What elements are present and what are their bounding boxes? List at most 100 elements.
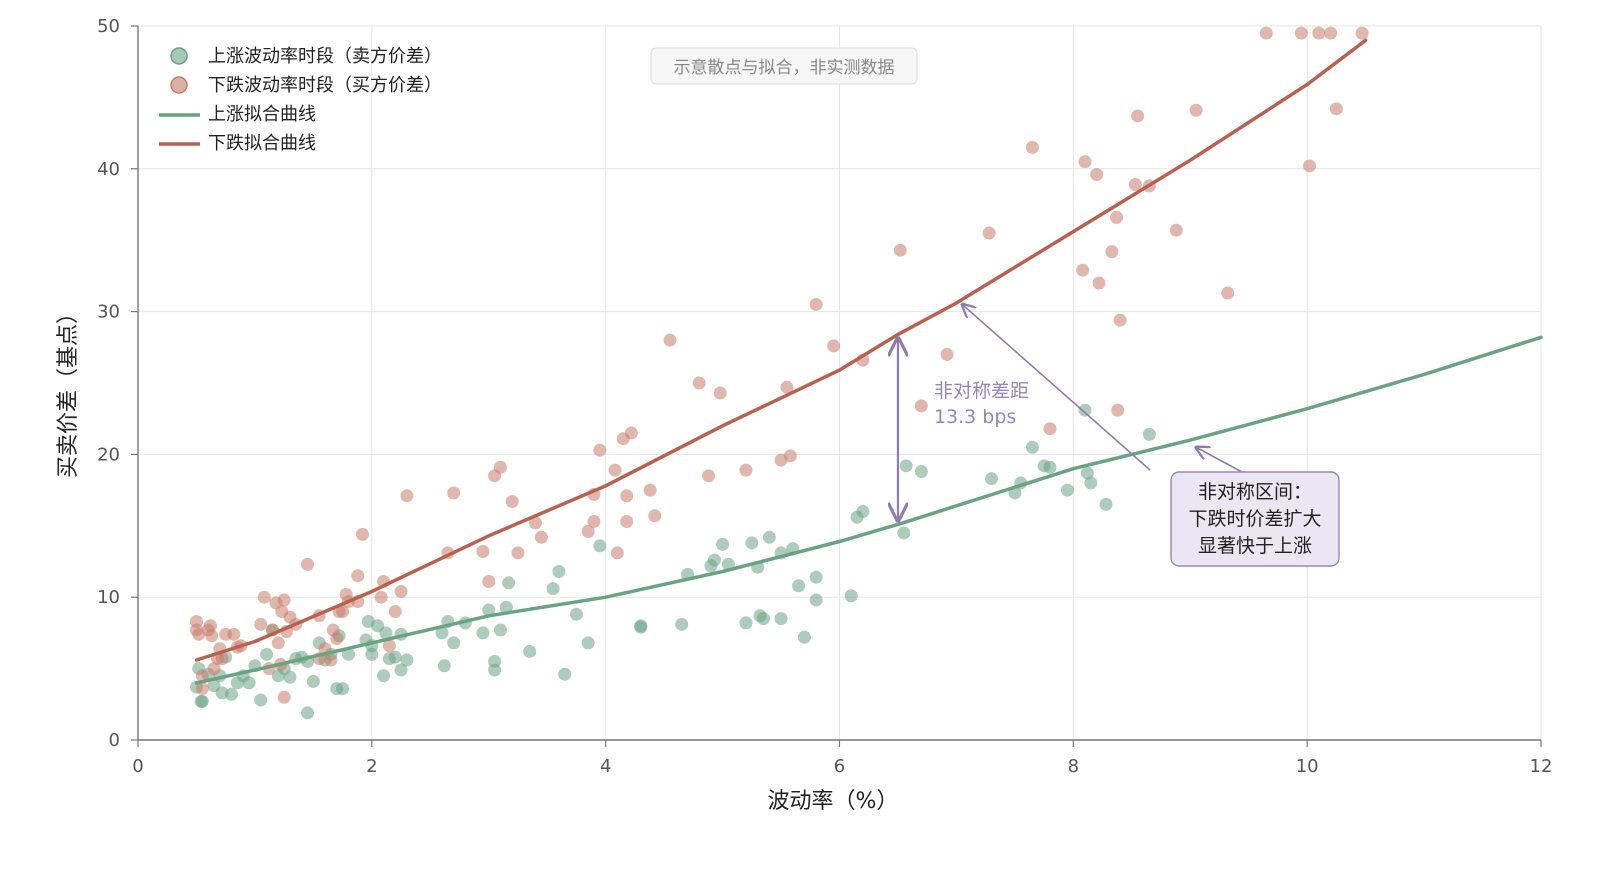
down-point xyxy=(476,545,490,559)
gap-label: 非对称差距 xyxy=(934,380,1029,402)
up-point xyxy=(1084,476,1098,490)
down-point xyxy=(493,460,507,474)
down-point xyxy=(593,443,607,457)
down-point xyxy=(1043,422,1057,436)
up-point xyxy=(195,694,209,708)
down-point xyxy=(330,632,344,646)
down-point xyxy=(388,604,402,618)
up-point xyxy=(809,570,823,584)
up-point xyxy=(739,616,753,630)
y-tick-label: 40 xyxy=(97,159,120,180)
up-point xyxy=(1078,403,1092,417)
down-point xyxy=(1312,26,1326,40)
note-box: 示意散点与拟合，非实测数据 xyxy=(650,47,918,85)
down-point xyxy=(610,546,624,560)
up-point xyxy=(897,526,911,540)
up-point xyxy=(260,647,274,661)
up-point xyxy=(283,670,297,684)
down-point xyxy=(511,546,525,560)
up-point xyxy=(762,530,776,544)
down-point xyxy=(207,662,221,676)
down-point xyxy=(643,483,657,497)
down-point xyxy=(1078,155,1092,169)
down-point xyxy=(1189,103,1203,117)
up-point xyxy=(306,674,320,688)
up-point xyxy=(502,576,516,590)
region-callout-text: 非对称区间： xyxy=(1198,481,1312,503)
down-point xyxy=(534,530,548,544)
fit-lines xyxy=(194,38,1543,685)
up-point xyxy=(447,636,461,650)
up-point xyxy=(569,607,583,621)
gap-label: 13.3 bps xyxy=(934,406,1016,428)
up-point xyxy=(984,472,998,486)
up-point xyxy=(523,644,537,658)
up-point xyxy=(1060,483,1074,497)
up-point xyxy=(792,579,806,593)
up-point xyxy=(856,505,870,519)
up-point xyxy=(341,647,355,661)
up-point xyxy=(301,706,315,720)
down-point xyxy=(780,380,794,394)
down-fit-line xyxy=(194,38,1368,662)
down-point xyxy=(324,653,338,667)
tick-labels: 0 2 4 6 8 10 12 0 10 20 30 40 50 xyxy=(97,16,1552,777)
up-point xyxy=(437,659,451,673)
down-point xyxy=(277,690,291,704)
up-point xyxy=(546,582,560,596)
down-point xyxy=(940,347,954,361)
down-point xyxy=(1355,26,1369,40)
note-box-frame xyxy=(650,47,918,85)
down-point xyxy=(382,639,396,653)
down-point xyxy=(620,515,634,529)
legend: 上涨波动率时段（卖方价差） 下跌波动率时段（买方价差） 上涨拟合曲线 下跌拟合曲… xyxy=(159,46,442,154)
up-point xyxy=(1099,497,1113,511)
down-point xyxy=(620,489,634,503)
down-point xyxy=(529,516,543,530)
legend-label-up: 上涨波动率时段（卖方价差） xyxy=(208,46,442,67)
down-point xyxy=(624,426,638,440)
down-point xyxy=(1259,26,1273,40)
down-point xyxy=(587,515,601,529)
up-point xyxy=(675,617,689,631)
up-point xyxy=(716,537,730,551)
up-point xyxy=(634,620,648,634)
down-point xyxy=(336,604,350,618)
up-point xyxy=(388,650,402,664)
down-point xyxy=(394,584,408,598)
down-point xyxy=(608,463,622,477)
down-point xyxy=(215,652,229,666)
down-point xyxy=(1111,403,1125,417)
up-point xyxy=(1043,460,1057,474)
up-point xyxy=(225,687,239,701)
down-point xyxy=(692,376,706,390)
up-point xyxy=(552,564,566,578)
grid-lines xyxy=(138,25,1542,740)
down-point xyxy=(277,593,291,607)
down-point xyxy=(893,243,907,257)
down-point xyxy=(581,525,595,539)
down-point xyxy=(351,569,365,583)
down-point xyxy=(195,669,209,683)
down-point xyxy=(205,629,219,643)
down-point xyxy=(783,449,797,463)
up-point xyxy=(1025,440,1039,454)
down-point xyxy=(827,339,841,353)
up-fit-line xyxy=(194,335,1543,685)
up-point xyxy=(482,603,496,617)
up-point xyxy=(254,693,268,707)
down-point xyxy=(1025,140,1039,154)
up-point xyxy=(707,553,721,567)
y-axis-label: 买卖价差（基点） xyxy=(56,302,81,478)
y-tick-label: 50 xyxy=(97,16,120,37)
up-point xyxy=(1080,466,1094,480)
x-tick-label: 6 xyxy=(834,756,845,777)
down-point xyxy=(1128,178,1142,192)
y-tick-label: 30 xyxy=(97,302,120,323)
down-point xyxy=(1169,223,1183,237)
y-tick-label: 0 xyxy=(109,730,120,751)
down-point xyxy=(374,590,388,604)
down-point xyxy=(1303,159,1317,173)
up-point xyxy=(558,667,572,681)
